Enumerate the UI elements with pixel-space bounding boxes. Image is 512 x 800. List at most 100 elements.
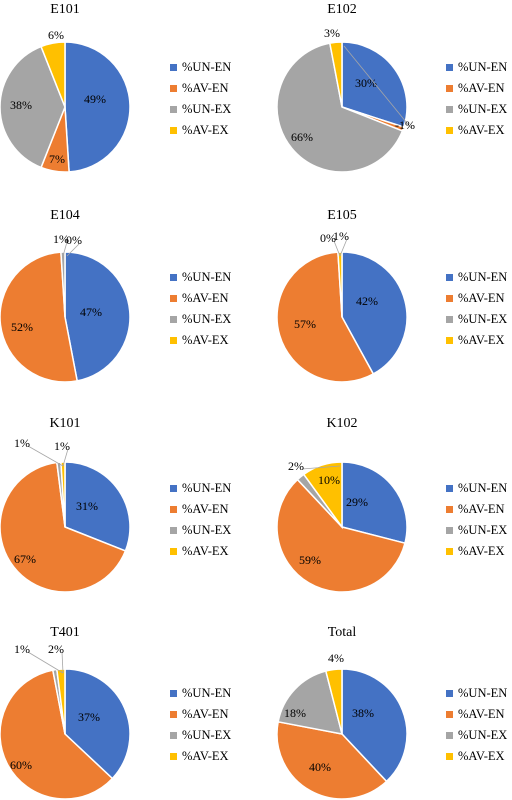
pie-chart-e102: E102 30% -1% 66% 3% %UN-EN %AV-EN %UN-EX %AV-EX: [276, 2, 507, 173]
pie-chart-e104: E104 47% 52% 1%0% %UN-EN %AV-EN %UN-EX %AV-EX: [0, 208, 231, 383]
legend-swatch: [446, 506, 453, 513]
legend-label: %UN-EN: [458, 686, 507, 700]
chart-title: K102: [326, 416, 357, 431]
legend-label: %UN-EX: [458, 312, 507, 326]
chart-title: E101: [50, 2, 80, 17]
legend-label: %AV-EN: [458, 502, 505, 516]
data-label: 1%: [53, 232, 69, 246]
leader-line: [27, 651, 64, 674]
legend-label: %UN-EX: [458, 523, 507, 537]
data-label: 2%: [288, 459, 304, 473]
legend-swatch: [446, 274, 453, 281]
legend-swatch: [170, 548, 177, 555]
chart-title: K101: [49, 416, 80, 431]
legend-swatch: [446, 85, 453, 92]
legend-label: %AV-EX: [182, 544, 229, 558]
legend-label: %AV-EX: [182, 123, 229, 137]
legend-swatch: [446, 295, 453, 302]
legend-label: %UN-EX: [182, 728, 231, 742]
pie-slice-unex: [276, 42, 404, 173]
leader-line: [61, 651, 64, 674]
legend-swatch: [170, 106, 177, 113]
data-label: 1%: [14, 436, 30, 450]
legend-swatch: [446, 485, 453, 492]
legend-label: %AV-EN: [182, 291, 229, 305]
data-label: 66%: [291, 130, 313, 144]
legend-label: %UN-EN: [458, 481, 507, 495]
data-label: 60%: [10, 758, 32, 772]
legend-label: %AV-EX: [458, 749, 505, 763]
pie-slice-unen: [341, 251, 408, 375]
legend-swatch: [170, 506, 177, 513]
legend-swatch: [446, 527, 453, 534]
data-label: 57%: [294, 317, 316, 331]
legend-label: %UN-EN: [458, 270, 507, 284]
legend-label: %UN-EN: [182, 270, 231, 284]
legend-swatch: [446, 127, 453, 134]
legend-label: %AV-EN: [182, 81, 229, 95]
legend-label: %AV-EX: [458, 333, 505, 347]
legend-label: %UN-EN: [182, 686, 231, 700]
legend-swatch: [170, 274, 177, 281]
leader-line: [62, 448, 69, 467]
pie-slice-unex: [277, 670, 344, 735]
legend-swatch: [446, 548, 453, 555]
legend-label: %UN-EX: [182, 523, 231, 537]
chart-title: T401: [50, 625, 80, 640]
legend-label: %AV-EN: [182, 707, 229, 721]
legend-label: %UN-EN: [182, 60, 231, 74]
legend-swatch: [170, 690, 177, 697]
data-label: 4%: [328, 651, 344, 665]
pie-slice-avex: [60, 461, 66, 528]
leader-line: [333, 240, 341, 257]
legend-label: %UN-EX: [458, 728, 507, 742]
legend-swatch: [170, 753, 177, 760]
legend-swatch: [446, 64, 453, 71]
data-label: 0%: [320, 231, 336, 245]
data-label: 59%: [299, 553, 321, 567]
data-label: 31%: [76, 499, 98, 513]
pie-slice-aven: [276, 720, 388, 800]
pie-slice-aven: [0, 251, 79, 383]
data-label: 37%: [78, 710, 100, 724]
pie-chart-t401: T401 37% 60% 1% 2% %UN-EN %AV-EN %UN-EX %AV-EX: [0, 625, 231, 800]
legend-swatch: [170, 64, 177, 71]
legend-label: %UN-EN: [458, 60, 507, 74]
data-label: 0%: [66, 233, 82, 247]
legend-label: %AV-EX: [182, 749, 229, 763]
pie-chart-e105: E105 42% 57% 0%1% %UN-EN %AV-EN %UN-EX %AV-EX: [276, 208, 507, 383]
legend-swatch: [446, 732, 453, 739]
legend-label: %AV-EN: [182, 502, 229, 516]
leader-line: [301, 465, 341, 470]
legend-swatch: [170, 85, 177, 92]
chart-title: E102: [327, 2, 357, 17]
data-label: -1%: [395, 118, 415, 132]
data-label: 52%: [11, 320, 33, 334]
pie-slice-avex: [328, 41, 343, 108]
legend-label: %UN-EX: [182, 102, 231, 116]
pie-chart-e101: E101 49% 7% 38% 6% %UN-EN %AV-EN %UN-EX %AV-EX: [0, 2, 231, 173]
pie-slice-unen: [64, 461, 131, 552]
data-label: 10%: [318, 473, 340, 487]
legend-swatch: [170, 127, 177, 134]
legend-label: %AV-EN: [458, 707, 505, 721]
pie-slice-avex: [40, 41, 66, 108]
legend-swatch: [446, 690, 453, 697]
data-label: 18%: [284, 706, 306, 720]
data-label: 67%: [14, 552, 36, 566]
pie-slice-aven: [276, 478, 406, 593]
pie-slice-unen: [64, 668, 131, 780]
data-label: 1%: [14, 642, 30, 656]
legend-swatch: [446, 106, 453, 113]
pie-slice-unen: [341, 461, 408, 545]
pie-slice-avex: [324, 668, 343, 735]
pie-slice-unen: [64, 251, 131, 382]
data-label: 7%: [49, 152, 65, 166]
leader-line: [66, 242, 81, 257]
data-label: 30%: [355, 76, 377, 90]
data-label: 6%: [48, 28, 64, 42]
data-label: 2%: [48, 642, 64, 656]
pie-chart-total: Total 38% 40% 18% 4% %UN-EN %AV-EN %UN-EX %AV-EX: [276, 625, 507, 800]
legend-swatch: [170, 732, 177, 739]
